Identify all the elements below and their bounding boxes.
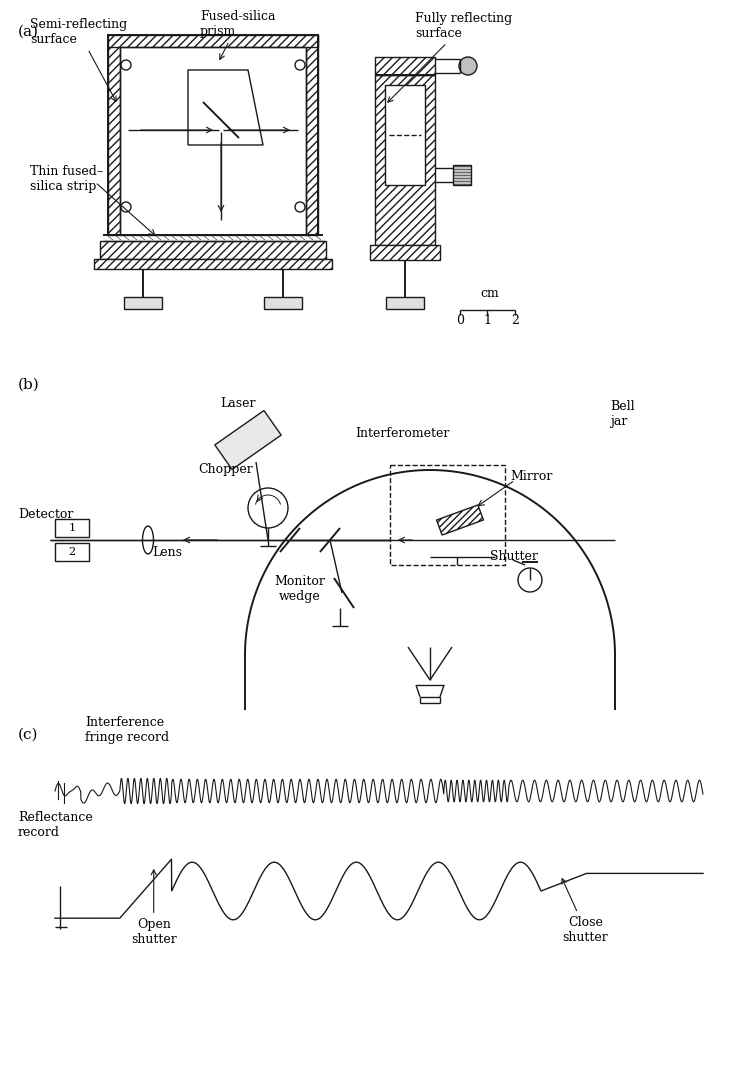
Text: 2: 2 xyxy=(511,314,519,327)
Text: Close
shutter: Close shutter xyxy=(562,879,609,944)
Text: 1: 1 xyxy=(69,523,75,534)
Text: Semi-reflecting
surface: Semi-reflecting surface xyxy=(30,18,127,102)
Text: Chopper: Chopper xyxy=(198,463,253,476)
Text: (b): (b) xyxy=(18,378,39,392)
Polygon shape xyxy=(94,259,332,269)
Polygon shape xyxy=(306,35,318,235)
Polygon shape xyxy=(437,505,484,535)
Text: Laser: Laser xyxy=(220,397,256,410)
Text: Monitor
wedge: Monitor wedge xyxy=(275,575,326,603)
Polygon shape xyxy=(55,543,89,561)
Polygon shape xyxy=(264,297,302,309)
Text: 0: 0 xyxy=(456,314,464,327)
Text: Fully reflecting
surface: Fully reflecting surface xyxy=(388,12,513,103)
Text: Mirror: Mirror xyxy=(510,470,552,483)
Polygon shape xyxy=(375,75,435,245)
Polygon shape xyxy=(108,35,318,48)
Polygon shape xyxy=(370,245,440,260)
Text: Interferometer: Interferometer xyxy=(355,427,449,440)
Text: Shutter: Shutter xyxy=(490,550,538,563)
Text: Thin fused–
silica strip: Thin fused– silica strip xyxy=(30,165,103,193)
Text: 1: 1 xyxy=(483,314,491,327)
Polygon shape xyxy=(375,57,435,75)
Text: (a): (a) xyxy=(18,25,39,39)
Polygon shape xyxy=(100,241,326,259)
Polygon shape xyxy=(386,297,424,309)
Text: (c): (c) xyxy=(18,728,39,742)
Polygon shape xyxy=(215,410,281,470)
Circle shape xyxy=(459,57,477,75)
Text: Lens: Lens xyxy=(152,546,182,559)
Text: Fused-silica
prism: Fused-silica prism xyxy=(200,10,276,59)
Text: Detector: Detector xyxy=(18,508,73,521)
Polygon shape xyxy=(124,297,162,309)
Polygon shape xyxy=(385,85,425,185)
Text: cm: cm xyxy=(480,287,498,300)
Polygon shape xyxy=(453,165,471,185)
Text: 2: 2 xyxy=(69,546,75,557)
Text: Open
shutter: Open shutter xyxy=(131,869,177,946)
Text: Reflectance
record: Reflectance record xyxy=(18,811,92,839)
Polygon shape xyxy=(108,35,120,235)
Text: Bell
jar: Bell jar xyxy=(610,400,635,428)
Polygon shape xyxy=(55,519,89,537)
Text: Interference
fringe record: Interference fringe record xyxy=(85,716,169,744)
